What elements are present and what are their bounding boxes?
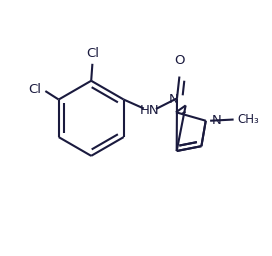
Text: Cl: Cl (86, 47, 99, 60)
Text: CH₃: CH₃ (237, 113, 259, 126)
Text: N: N (169, 93, 178, 106)
Text: HN: HN (139, 104, 159, 117)
Text: Cl: Cl (29, 83, 42, 96)
Text: N: N (212, 114, 222, 127)
Text: O: O (174, 54, 185, 67)
